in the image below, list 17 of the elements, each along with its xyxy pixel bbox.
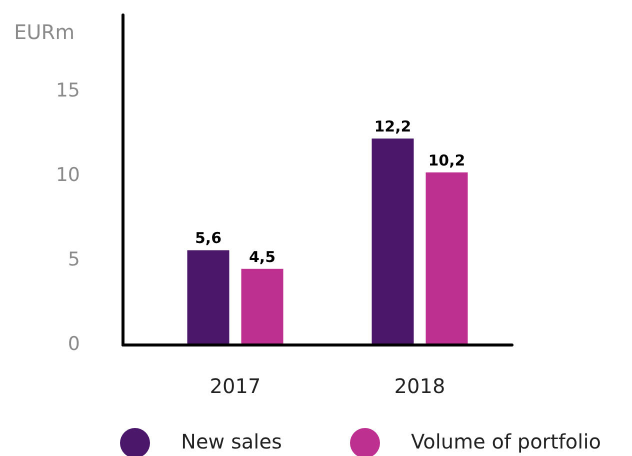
bar <box>426 172 468 345</box>
bar <box>241 268 284 345</box>
y-axis-title: EURm <box>14 20 75 44</box>
data-label: 10,2 <box>428 151 466 170</box>
data-label: 12,2 <box>374 118 412 136</box>
y-tick-label: 0 <box>68 333 80 356</box>
x-tick-label: 2018 <box>394 374 446 398</box>
data-label: 5,6 <box>194 229 222 248</box>
legend-label: Volume of portfolio <box>411 429 601 454</box>
legend-label: New sales <box>181 429 282 454</box>
data-label: 4,5 <box>248 248 276 266</box>
y-tick-label: 5 <box>68 248 80 271</box>
x-tick-label: 2017 <box>210 374 261 398</box>
bar <box>187 250 230 345</box>
y-tick-label: 15 <box>56 79 80 102</box>
y-tick-label: 10 <box>56 164 80 186</box>
bar <box>372 138 414 345</box>
